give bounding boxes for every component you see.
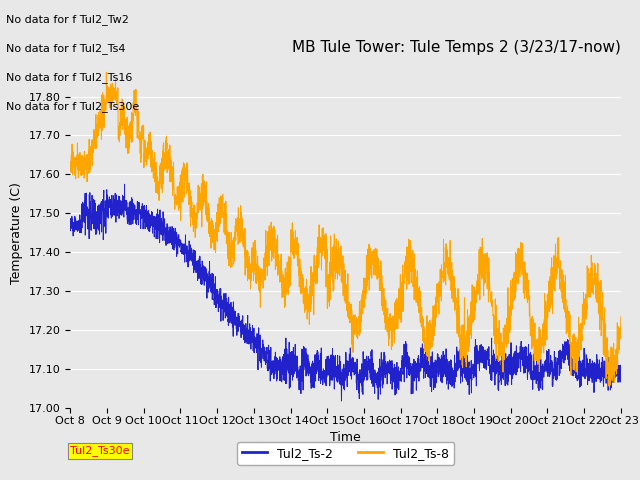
Legend: Tul2_Ts-2, Tul2_Ts-8: Tul2_Ts-2, Tul2_Ts-8: [237, 442, 454, 465]
Tul2_Ts-2: [129, 201, 137, 206]
Text: No data for f Tul2_Ts4: No data for f Tul2_Ts4: [6, 43, 126, 54]
Tul2_Ts-2: [162, 242, 170, 248]
Tul2_Ts-2: [607, 387, 614, 393]
Y-axis label: Temperature (C): Temperature (C): [10, 182, 23, 284]
Line: Tul2_Ts-8: Tul2_Ts-8: [70, 72, 621, 386]
Line: Tul2_Ts-2: Tul2_Ts-2: [70, 184, 621, 401]
Tul2_Ts-2: [301, 359, 309, 364]
Tul2_Ts-2: [547, 367, 555, 372]
Text: No data for f Tul2_Tw2: No data for f Tul2_Tw2: [6, 14, 129, 25]
Tul2_Ts-2: [67, 218, 74, 224]
X-axis label: Time: Time: [330, 431, 361, 444]
Text: Tul2_Ts30e: Tul2_Ts30e: [70, 445, 130, 456]
Tul2_Ts-8: [605, 383, 612, 389]
Tul2_Ts-8: [278, 285, 285, 290]
Text: No data for f Tul2_Ts16: No data for f Tul2_Ts16: [6, 72, 132, 83]
Tul2_Ts-8: [129, 105, 137, 110]
Tul2_Ts-8: [67, 168, 74, 174]
Tul2_Ts-8: [102, 69, 110, 75]
Tul2_Ts-2: [121, 181, 129, 187]
Tul2_Ts-2: [338, 398, 346, 404]
Text: MB Tule Tower: Tule Temps 2 (3/23/17-now): MB Tule Tower: Tule Temps 2 (3/23/17-now…: [292, 40, 621, 55]
Tul2_Ts-2: [278, 379, 285, 385]
Tul2_Ts-8: [607, 375, 614, 381]
Tul2_Ts-8: [617, 314, 625, 320]
Tul2_Ts-8: [301, 298, 309, 303]
Text: No data for f Tul2_Ts30e: No data for f Tul2_Ts30e: [6, 101, 140, 112]
Tul2_Ts-8: [547, 292, 555, 298]
Tul2_Ts-8: [162, 161, 170, 167]
Tul2_Ts-2: [617, 378, 625, 384]
